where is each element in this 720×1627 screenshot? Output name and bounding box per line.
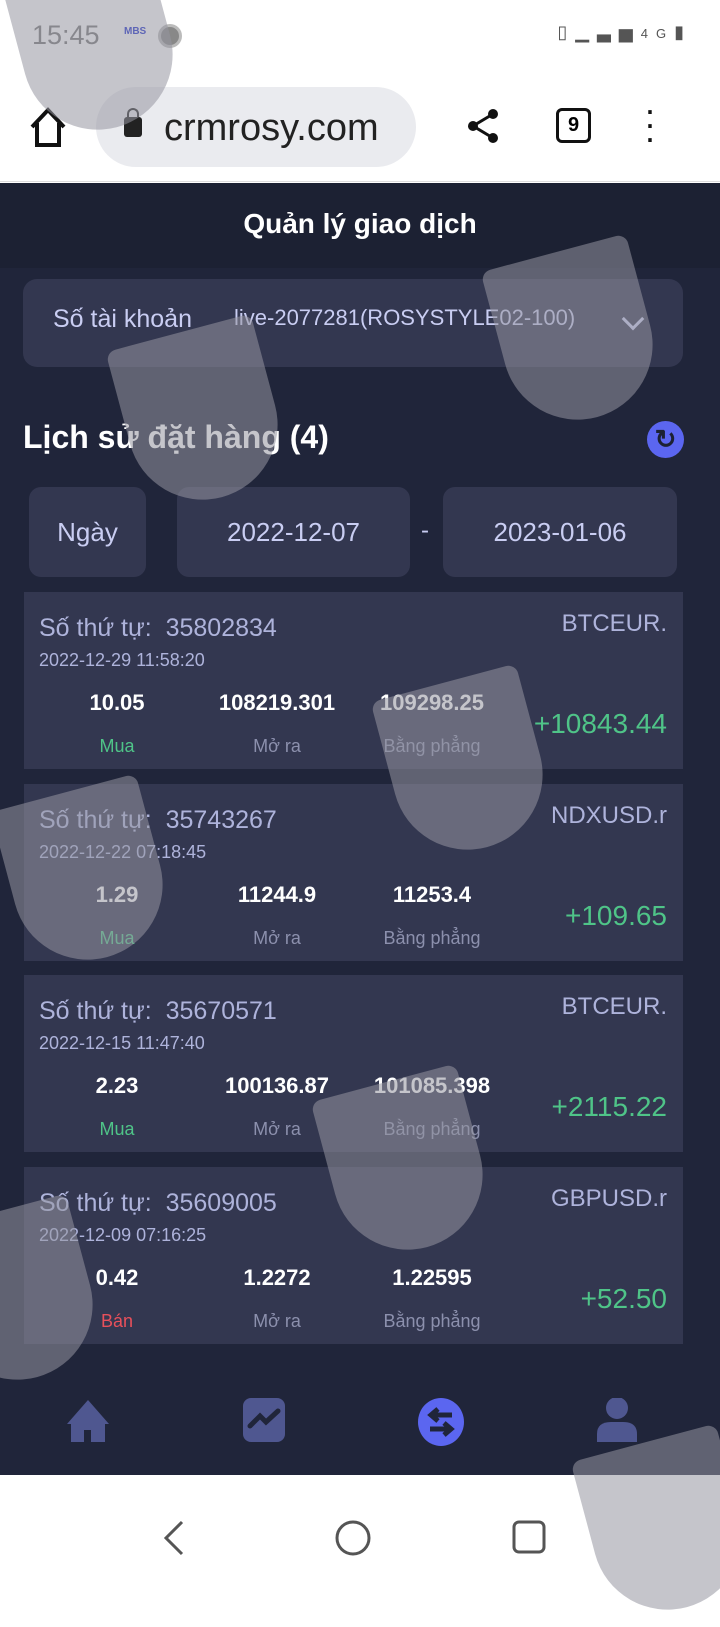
- order-number: Số thứ tự: 35743267: [39, 806, 277, 834]
- account-selector[interactable]: Số tài khoản live-2077281(ROSYSTYLE02-10…: [23, 279, 683, 367]
- order-number: Số thứ tự: 35802834: [39, 614, 277, 642]
- side: Mua: [99, 1119, 135, 1139]
- order-card[interactable]: Số thứ tự: 35743267 NDXUSD.r 2022-12-22 …: [24, 784, 683, 961]
- order-card[interactable]: Số thứ tự: 35802834 BTCEUR. 2022-12-29 1…: [24, 592, 683, 769]
- date-to[interactable]: 2023-01-06: [443, 487, 677, 577]
- recents-icon[interactable]: [512, 1520, 546, 1554]
- clock: 15:45: [32, 20, 100, 50]
- network-type: 4G: [640, 26, 675, 41]
- history-title: Lịch sử đặt hàng (4): [23, 419, 329, 455]
- close-price: 101085.398: [373, 1073, 491, 1098]
- order-card[interactable]: Số thứ tự: 35670571 BTCEUR. 2022-12-15 1…: [24, 975, 683, 1152]
- volume-col: 1.29 Mua: [47, 882, 187, 949]
- open-label: Mở ra: [253, 1119, 301, 1139]
- order-number: Số thứ tự: 35609005: [39, 1189, 277, 1217]
- close-col: 101085.398 Bằng phẳng: [362, 1073, 502, 1140]
- volume: 1.29: [95, 882, 139, 907]
- profit: +10843.44: [533, 708, 667, 739]
- side: Mua: [99, 736, 135, 756]
- close-col: 1.22595 Bằng phẳng: [362, 1265, 502, 1332]
- order-datetime: 2022-12-29 11:58:20: [39, 650, 205, 670]
- bottom-nav: [0, 1378, 720, 1475]
- system-nav-bar: [0, 1475, 720, 1600]
- order-datetime: 2022-12-22 07:18:45: [39, 842, 207, 862]
- browser-toolbar: crmrosy.com 9 · · ·: [0, 75, 720, 182]
- close-label: Bằng phẳng: [383, 928, 481, 948]
- open-col: 1.2272 Mở ra: [207, 1265, 347, 1332]
- symbol: NDXUSD.r: [550, 802, 667, 829]
- volume: 10.05: [89, 690, 145, 715]
- volume: 2.23: [95, 1073, 139, 1098]
- volume-col: 10.05 Mua: [47, 690, 187, 757]
- profit: +2115.22: [551, 1091, 668, 1122]
- more-menu-icon[interactable]: · · ·: [644, 89, 656, 158]
- open-col: 100136.87 Mở ra: [207, 1073, 347, 1140]
- close-col: 11253.4 Bằng phẳng: [362, 882, 502, 949]
- close-label: Bằng phẳng: [383, 1119, 481, 1139]
- address-bar[interactable]: crmrosy.com: [96, 87, 416, 167]
- side: Bán: [100, 1311, 134, 1331]
- open-col: 11244.9 Mở ra: [207, 882, 347, 949]
- profit: +52.50: [580, 1283, 667, 1314]
- signal-icon: ▁▃▅: [575, 22, 641, 42]
- side: Mua: [99, 928, 135, 948]
- status-bar: 15:45 MBS ▯▁▃▅4G▮: [0, 0, 720, 75]
- nav-home-icon[interactable]: [65, 1398, 111, 1442]
- page-title: Quản lý giao dịch: [0, 183, 720, 268]
- app-content: Quản lý giao dịch Số tài khoản live-2077…: [0, 183, 720, 1475]
- open-label: Mở ra: [253, 736, 301, 756]
- order-card[interactable]: Số thứ tự: 35609005 GBPUSD.r 2022-12-09 …: [24, 1167, 683, 1344]
- symbol: BTCEUR.: [561, 610, 667, 637]
- home-icon[interactable]: [28, 105, 68, 149]
- open-price: 11244.9: [237, 882, 317, 907]
- profit: +109.65: [565, 900, 667, 931]
- symbol: BTCEUR.: [561, 993, 667, 1020]
- close-price: 11253.4: [392, 882, 472, 907]
- mbs-notification-icon: MBS: [124, 26, 147, 37]
- open-price: 100136.87: [225, 1073, 329, 1098]
- close-label: Bằng phẳng: [383, 1311, 481, 1331]
- account-label: Số tài khoản: [53, 305, 192, 333]
- date-from[interactable]: 2022-12-07: [177, 487, 410, 577]
- nav-transactions-icon[interactable]: [418, 1398, 464, 1446]
- order-number: Số thứ tự: 35670571: [39, 997, 277, 1025]
- volume-col: 0.42 Bán: [47, 1265, 187, 1332]
- open-col: 108219.301 Mở ra: [207, 690, 347, 757]
- date-separator: -: [421, 517, 429, 544]
- order-datetime: 2022-12-09 07:16:25: [39, 1225, 207, 1245]
- soccer-ball-icon: [158, 24, 182, 48]
- close-price: 109298.25: [380, 690, 484, 715]
- open-price: 1.2272: [243, 1265, 311, 1290]
- account-value: live-2077281(ROSYSTYLE02-100): [234, 305, 576, 330]
- volume: 0.42: [95, 1265, 139, 1290]
- home-circle-icon[interactable]: [335, 1520, 371, 1556]
- close-col: 109298.25 Bằng phẳng: [362, 690, 502, 757]
- close-label: Bằng phẳng: [383, 736, 481, 756]
- lock-icon: [124, 108, 142, 137]
- period-select[interactable]: Ngày: [29, 487, 146, 577]
- volume-col: 2.23 Mua: [47, 1073, 187, 1140]
- chevron-down-icon: [621, 307, 645, 331]
- order-datetime: 2022-12-15 11:47:40: [39, 1033, 205, 1053]
- open-label: Mở ra: [253, 928, 301, 948]
- back-icon[interactable]: [162, 1520, 186, 1556]
- battery-icon: ▮: [674, 22, 692, 42]
- nav-profile-icon[interactable]: [597, 1398, 637, 1442]
- tab-switcher-button[interactable]: 9: [556, 108, 591, 143]
- refresh-icon[interactable]: ↻: [647, 421, 684, 458]
- close-price: 1.22595: [392, 1265, 472, 1290]
- open-label: Mở ra: [253, 1311, 301, 1331]
- url-text: crmrosy.com: [164, 107, 379, 149]
- symbol: GBPUSD.r: [550, 1185, 667, 1212]
- system-status-icons: ▯▁▃▅4G▮: [557, 22, 692, 43]
- vibrate-icon: ▯: [557, 22, 576, 42]
- open-price: 108219.301: [218, 690, 336, 715]
- nav-chart-icon[interactable]: [243, 1398, 285, 1442]
- share-icon[interactable]: [465, 108, 501, 144]
